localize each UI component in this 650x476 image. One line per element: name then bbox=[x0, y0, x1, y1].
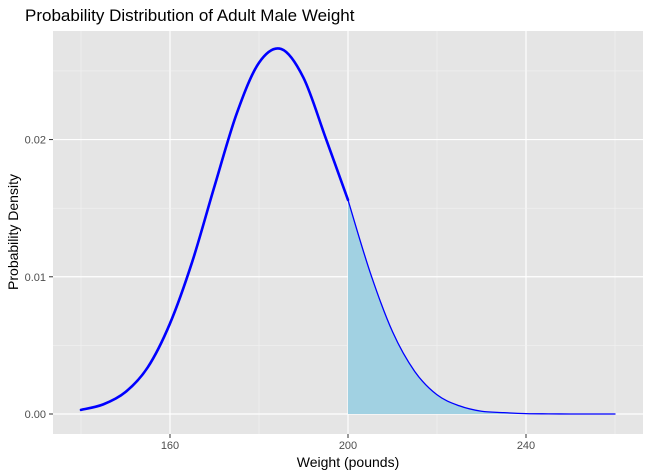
x-axis-label: Weight (pounds) bbox=[297, 454, 399, 470]
y-tick-label: 0.01 bbox=[25, 272, 46, 284]
chart-title: Probability Distribution of Adult Male W… bbox=[25, 6, 355, 25]
x-tick-label: 240 bbox=[517, 440, 535, 452]
x-tick-label: 200 bbox=[339, 440, 357, 452]
data-layer bbox=[79, 47, 616, 415]
density-tail-line bbox=[347, 199, 616, 415]
y-tick-label: 0.02 bbox=[25, 135, 46, 147]
axis-ticks: 160 200 240 0.00 0.01 0.02 bbox=[25, 135, 536, 452]
y-tick-label: 0.00 bbox=[25, 409, 46, 421]
shaded-tail-area bbox=[348, 199, 615, 415]
density-curve-line bbox=[79, 47, 350, 412]
x-tick-label: 160 bbox=[161, 440, 179, 452]
y-axis-label: Probability Density bbox=[5, 174, 21, 290]
